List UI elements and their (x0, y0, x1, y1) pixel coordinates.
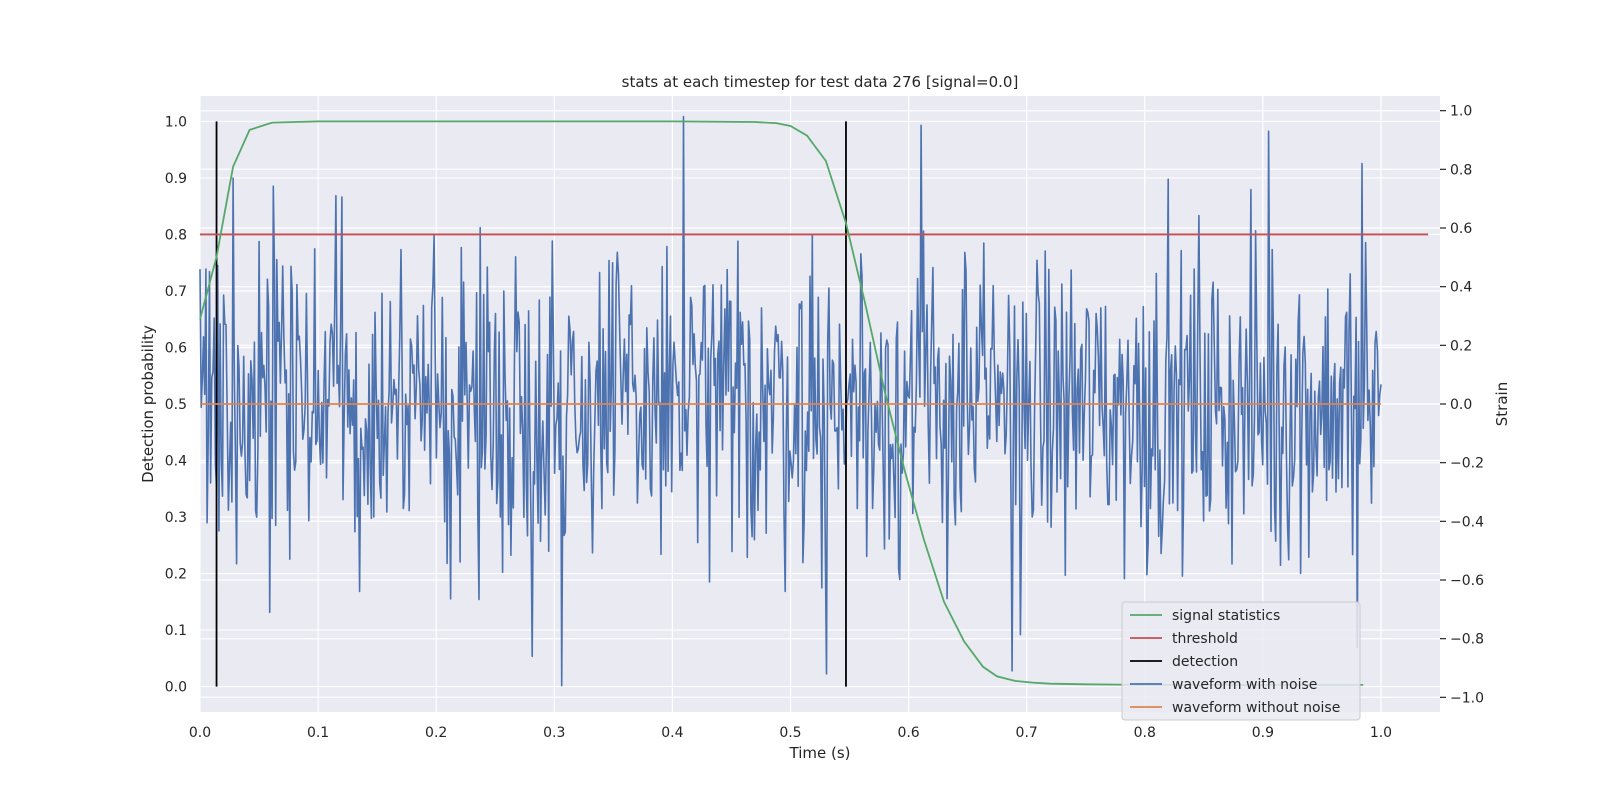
y-tick-label: 0.0 (165, 680, 187, 696)
y2-tick-label: 0.0 (1450, 397, 1472, 413)
y-tick-label: 0.6 (165, 340, 187, 356)
x-axis-title: Time (s) (789, 744, 851, 762)
waveform-with-noise-line (199, 115, 1382, 687)
x-tick-label: 0.1 (307, 725, 329, 741)
y2-tick-label: 0.6 (1450, 221, 1472, 237)
y2-tick-label: −0.4 (1450, 514, 1484, 530)
y-tick-label: 0.5 (165, 397, 187, 413)
legend-label-waveform-without-noise: waveform without noise (1172, 700, 1340, 716)
y-tick-label: 0.7 (165, 284, 187, 300)
series-layer (199, 115, 1429, 687)
y-tick-label: 0.1 (165, 623, 187, 639)
legend-entry-waveform-with-noise: waveform with noise (1130, 677, 1317, 693)
y-tick-label: 0.4 (165, 454, 187, 470)
x-tick-label: 0.2 (425, 725, 447, 741)
x-tick-label: 0.8 (1134, 725, 1156, 741)
legend-entry-signal-statistics: signal statistics (1130, 608, 1280, 624)
x-tick-label: 0.3 (543, 725, 565, 741)
x-tick-label: 0.7 (1016, 725, 1038, 741)
legend-label-waveform-with-noise: waveform with noise (1172, 677, 1317, 693)
y-tick-label: 0.9 (165, 171, 187, 187)
y2-tick-label: 0.4 (1450, 280, 1472, 296)
x-tick-label: 0.6 (897, 725, 919, 741)
legend-label-threshold: threshold (1172, 631, 1238, 647)
y2-tick-label: −0.6 (1450, 573, 1484, 589)
y-tick-label: 0.2 (165, 567, 187, 583)
y2-tick-label: −0.2 (1450, 456, 1484, 472)
x-tick-label: 0.9 (1252, 725, 1274, 741)
y2-tick-label: −0.8 (1450, 632, 1484, 648)
y2-tick-label: 0.8 (1450, 162, 1472, 178)
y-tick-label: 1.0 (165, 114, 187, 130)
chart-title: stats at each timestep for test data 276… (622, 73, 1019, 91)
y-axis-title: Detection probability (139, 325, 157, 483)
ticks: 0.0 0.1 0.2 0.3 0.4 0.5 0.6 0.7 0.8 0.9 1.0 0.0 0.1 0… (165, 104, 1484, 741)
y2-tick-label: −1.0 (1450, 690, 1484, 706)
x-tick-label: 0.5 (779, 725, 801, 741)
y-tick-label: 0.8 (165, 227, 187, 243)
y2-tick-label: 0.2 (1450, 338, 1472, 354)
x-tick-label: 1.0 (1370, 725, 1392, 741)
x-tick-label: 0.0 (189, 725, 211, 741)
signal-statistics-line (199, 120, 1364, 686)
legend-entry-detection: detection (1130, 654, 1238, 670)
legend-box (1121, 601, 1361, 721)
legend-entry-threshold: threshold (1130, 631, 1238, 647)
legend: signal statistics threshold detection wa… (1121, 601, 1361, 721)
legend-label-signal-statistics: signal statistics (1172, 608, 1280, 624)
y-tick-label: 0.3 (165, 510, 187, 526)
y2-tick-label: 1.0 (1450, 104, 1472, 120)
legend-entry-waveform-without-noise: waveform without noise (1130, 700, 1340, 716)
x-tick-label: 0.4 (661, 725, 683, 741)
y2-axis-title: Strain (1493, 382, 1511, 426)
legend-label-detection: detection (1172, 654, 1238, 670)
